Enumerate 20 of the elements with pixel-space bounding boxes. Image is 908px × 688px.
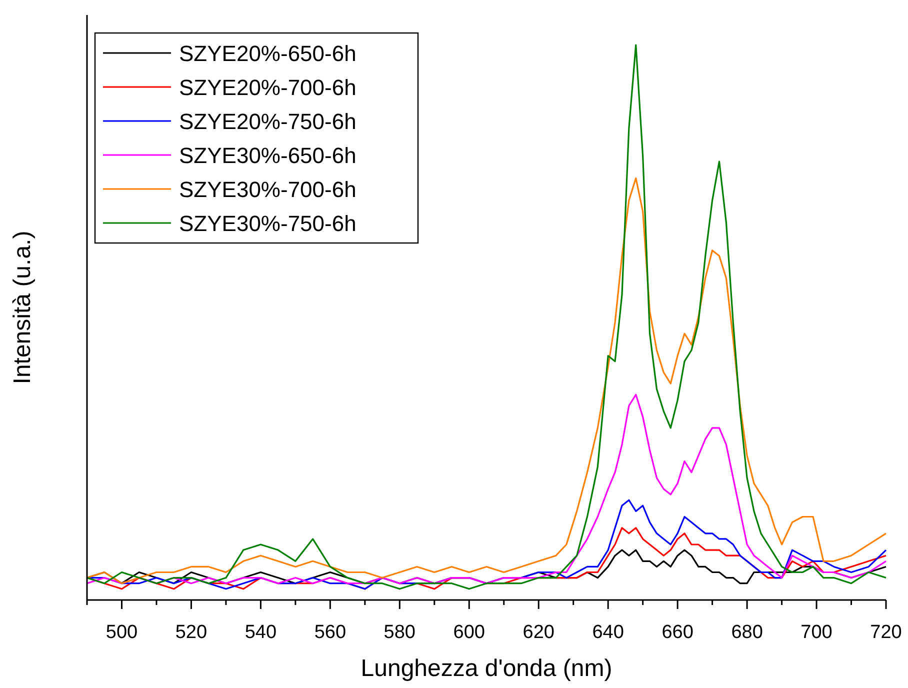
x-tick-label: 520: [175, 622, 208, 643]
legend-label: SZYE20%-700-6h: [179, 75, 356, 100]
legend-label: SZYE20%-750-6h: [179, 109, 356, 134]
x-tick-label: 620: [522, 622, 554, 643]
x-tick-label: 580: [384, 622, 416, 643]
legend-label: SZYE30%-700-6h: [179, 177, 356, 202]
x-tick-label: 500: [106, 622, 138, 643]
x-tick-label: 700: [800, 622, 832, 643]
x-tick-label: 640: [592, 622, 624, 643]
x-axis-title: Lunghezza d'onda (nm): [360, 655, 612, 682]
x-tick-label: 560: [314, 622, 346, 643]
y-axis-title: Intensità (u.a.): [9, 230, 36, 384]
legend-label: SZYE30%-750-6h: [179, 211, 356, 236]
legend-label: SZYE30%-650-6h: [179, 143, 356, 168]
x-tick-label: 660: [662, 622, 694, 643]
legend-label: SZYE20%-650-6h: [179, 41, 356, 66]
x-tick-label: 720: [870, 622, 902, 643]
x-tick-label: 600: [453, 622, 485, 643]
x-tick-label: 680: [731, 622, 763, 643]
x-tick-label: 540: [244, 622, 277, 643]
